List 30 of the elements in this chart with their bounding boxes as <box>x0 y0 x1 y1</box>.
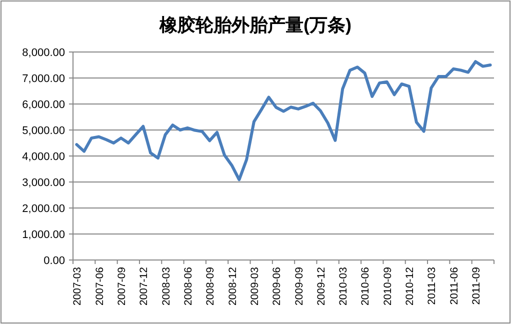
x-tick-label: 2008-03 <box>160 266 172 306</box>
x-tick-label: 2008-06 <box>182 266 194 306</box>
y-tick-label: 5,000.00 <box>22 125 65 137</box>
x-tick-label: 2008-12 <box>226 266 239 306</box>
x-tick-label: 2011-03 <box>426 266 438 305</box>
y-tick-label: 8,000.00 <box>22 47 65 59</box>
chart-title: 橡胶轮胎外胎产量(万条) <box>158 15 352 35</box>
x-tick-label: 2011-09 <box>470 266 483 305</box>
x-tick-label: 2009-09 <box>293 266 306 306</box>
x-tick-label: 2011-06 <box>448 266 460 305</box>
line-series <box>75 60 492 182</box>
x-tick-label: 2010-09 <box>382 266 394 306</box>
y-tick-label: 7,000.00 <box>22 73 65 85</box>
x-tick-label: 2008-09 <box>204 266 217 306</box>
x-tick-label: 2010-06 <box>360 266 372 306</box>
y-tick-label: 4,000.00 <box>22 151 65 163</box>
x-tick-label: 2007-12 <box>138 266 150 306</box>
y-tick-label: 6,000.00 <box>22 99 65 111</box>
y-tick-label: 3,000.00 <box>22 177 65 189</box>
y-tick-label: 2,000.00 <box>22 203 65 215</box>
x-tick-label: 2010-03 <box>338 266 350 306</box>
x-tick-label: 2009-12 <box>315 266 328 306</box>
x-tick-label: 2009-03 <box>248 266 261 306</box>
x-tick-label: 2007-03 <box>72 266 84 306</box>
x-tick-label: 2007-09 <box>116 266 128 306</box>
x-tick-label: 2009-06 <box>271 266 284 306</box>
x-tick-label: 2010-12 <box>404 266 416 306</box>
y-tick-label: 1,000.00 <box>22 229 65 241</box>
x-tick-label: 2007-06 <box>94 266 106 306</box>
y-tick-label: 0.00 <box>44 255 65 267</box>
